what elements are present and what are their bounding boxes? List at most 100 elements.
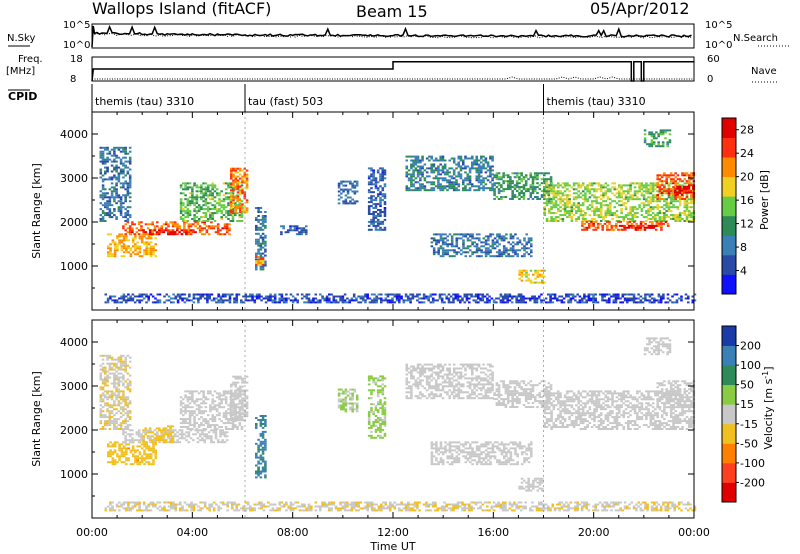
echo-cell	[623, 293, 627, 296]
echo-cell	[108, 406, 112, 409]
echo-cell	[688, 214, 691, 217]
echo-cell	[659, 295, 663, 298]
echo-cell	[594, 301, 597, 304]
echo-cell	[642, 204, 646, 207]
y-tick-label: 3000	[60, 172, 88, 185]
echo-cell	[138, 299, 141, 302]
echo-cell	[627, 226, 631, 229]
echo-cell	[581, 216, 585, 219]
echo-cell	[355, 184, 359, 187]
echo-cell	[138, 445, 142, 448]
echo-cell	[604, 200, 608, 203]
echo-cell	[211, 218, 214, 220]
echo-cell	[584, 188, 587, 191]
echo-cell	[509, 198, 512, 200]
echo-cell	[627, 218, 630, 220]
echo-cell	[584, 192, 587, 195]
echo-cell	[379, 179, 382, 182]
echo-cell	[220, 204, 223, 207]
echo-cell	[188, 200, 192, 203]
echo-cell	[115, 366, 118, 369]
echo-cell	[536, 269, 540, 272]
echo-cell	[115, 154, 118, 157]
echo-cell	[656, 176, 659, 179]
echo-cell	[410, 183, 413, 186]
echo-cell	[520, 178, 523, 181]
echo-cell	[138, 451, 142, 454]
echo-cell	[160, 431, 163, 434]
echo-cell	[255, 266, 258, 269]
echo-cell	[262, 297, 266, 300]
echo-cell	[472, 295, 476, 298]
colorbar-segment	[722, 274, 736, 295]
echo-cell	[663, 172, 666, 175]
echo-cell	[155, 435, 159, 438]
echo-cell	[183, 437, 186, 440]
echo-cell	[432, 181, 436, 184]
echo-cell	[264, 234, 267, 237]
echo-cell	[346, 188, 350, 191]
echo-cell	[131, 237, 135, 240]
echo-cell	[305, 229, 308, 232]
echo-cell	[370, 195, 373, 198]
freq-panel: Freq. [MHz] 18 8 60 0 Nave	[6, 54, 778, 85]
echo-cell	[580, 297, 584, 300]
echo-cell	[136, 251, 139, 254]
echo-cell	[101, 220, 105, 222]
echo-cell	[215, 210, 219, 213]
echo-cell	[667, 210, 671, 213]
echo-cell	[232, 173, 235, 176]
echo-cell	[136, 455, 139, 458]
echo-cell	[647, 196, 650, 199]
echo-cell	[438, 297, 442, 300]
echo-cell	[144, 431, 148, 434]
echo-cell	[195, 404, 199, 407]
echo-cell	[115, 156, 118, 159]
echo-cell	[195, 414, 199, 417]
echo-cell	[213, 208, 217, 211]
colorbar-tick-label: 4	[740, 265, 747, 278]
echo-cell	[228, 297, 232, 300]
echo-cell	[104, 428, 107, 430]
echo-cell	[636, 208, 639, 211]
echo-cell	[305, 293, 309, 296]
echo-cell	[587, 299, 591, 302]
echo-cell	[235, 301, 239, 304]
echo-cell	[188, 392, 192, 395]
echo-cell	[367, 189, 371, 192]
echo-cell	[586, 198, 589, 201]
echo-cell	[106, 204, 109, 207]
echo-cell	[201, 429, 204, 432]
echo-cell	[483, 301, 487, 304]
echo-cell	[685, 216, 689, 219]
echo-cell	[124, 428, 127, 430]
echo-cell	[412, 185, 415, 188]
echo-cell	[493, 237, 497, 240]
echo-cell	[231, 212, 235, 215]
echo-cell	[472, 299, 476, 302]
echo-cell	[514, 251, 517, 254]
echo-cell	[120, 239, 124, 242]
echo-cell	[108, 412, 112, 415]
echo-cell	[328, 293, 331, 296]
nave-tick-high: 60	[707, 54, 720, 65]
echo-cell	[642, 224, 645, 227]
echo-cell	[115, 404, 118, 407]
echo-cell	[536, 192, 539, 195]
echo-cell	[104, 370, 107, 373]
echo-cell	[305, 225, 308, 228]
echo-cell	[651, 184, 655, 187]
echo-cell	[436, 299, 439, 302]
echo-cell	[614, 293, 618, 296]
echo-cell	[307, 293, 311, 296]
echo-cell	[209, 208, 212, 211]
echo-cell	[621, 224, 624, 227]
echo-cell	[457, 183, 461, 186]
echo-cell	[407, 295, 410, 298]
echo-cell	[219, 433, 222, 436]
echo-cell	[459, 173, 463, 176]
echo-cell	[551, 293, 555, 296]
echo-cell	[563, 184, 567, 187]
echo-cell	[400, 295, 403, 298]
echo-cell	[128, 366, 132, 369]
